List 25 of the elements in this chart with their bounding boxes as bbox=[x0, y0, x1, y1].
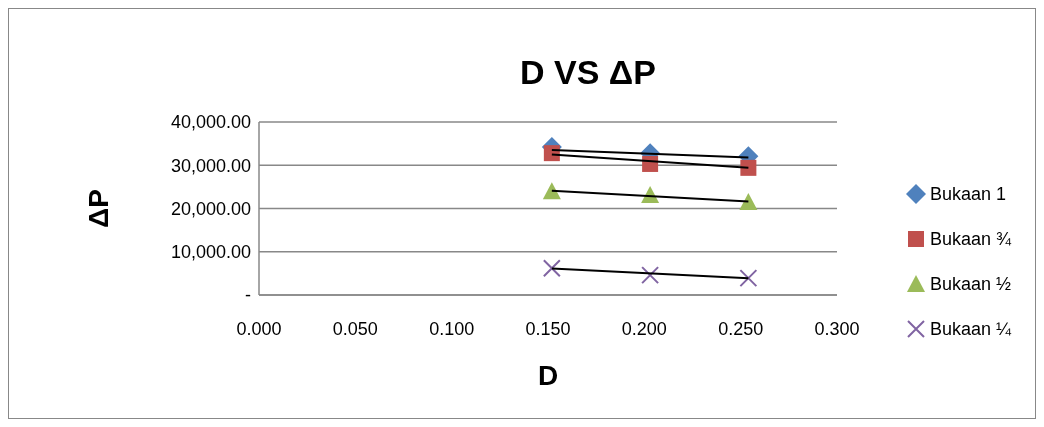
legend-label: Bukaan ¾ bbox=[930, 229, 1013, 250]
y-tick-label: 30,000.00 bbox=[170, 155, 251, 176]
legend-label: Bukaan ½ bbox=[930, 274, 1012, 295]
x-tick-label: 0.200 bbox=[621, 319, 667, 339]
x-tick-label: 0.100 bbox=[429, 319, 475, 339]
point bbox=[739, 193, 758, 211]
x-tick-label: 0.300 bbox=[814, 319, 860, 339]
x-tick-label: 0.150 bbox=[525, 319, 571, 339]
y-axis-title: ΔP bbox=[83, 189, 114, 228]
chart-title: D VS ΔP bbox=[520, 53, 656, 91]
y-tick-label: 20,000.00 bbox=[170, 198, 251, 219]
point bbox=[641, 266, 660, 285]
x-axis-title: D bbox=[537, 360, 559, 391]
legend-label: Bukaan 1 bbox=[930, 184, 1007, 205]
x-tick-label: 0.000 bbox=[236, 319, 282, 339]
x-tick-label: 0.050 bbox=[332, 319, 378, 339]
y-tick-label: 10,000.00 bbox=[170, 242, 251, 263]
y-tick-label: - bbox=[245, 285, 251, 306]
point bbox=[740, 159, 757, 176]
point bbox=[542, 259, 561, 278]
point bbox=[739, 269, 758, 288]
point bbox=[542, 182, 561, 200]
legend-label: Bukaan ¼ bbox=[930, 319, 1013, 340]
y-tick-label: 40,000.00 bbox=[170, 112, 251, 133]
x-tick-label: 0.250 bbox=[718, 319, 764, 339]
